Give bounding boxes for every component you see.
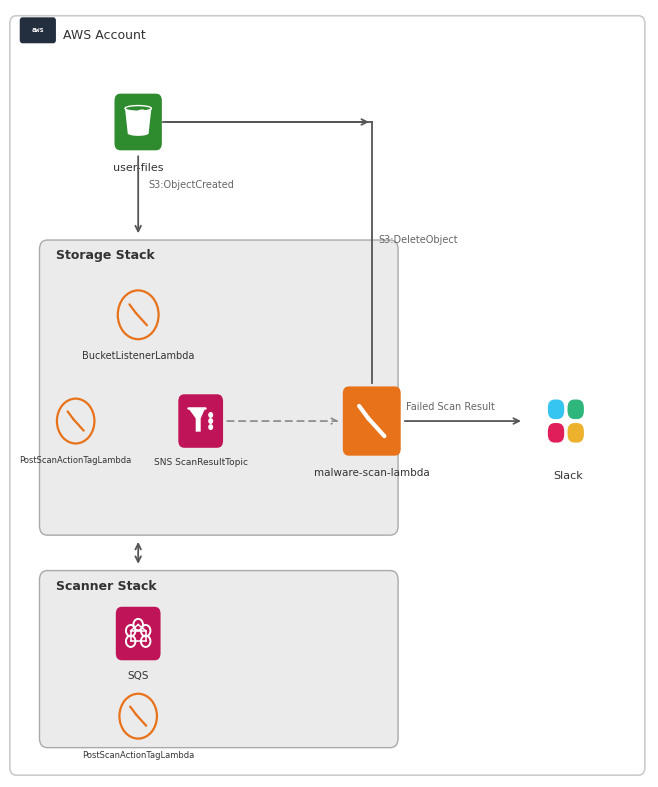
Ellipse shape	[128, 131, 149, 136]
Text: AWS Account: AWS Account	[63, 29, 145, 42]
FancyBboxPatch shape	[568, 400, 584, 419]
Text: Failed Scan Result: Failed Scan Result	[406, 402, 495, 412]
FancyBboxPatch shape	[114, 94, 162, 150]
FancyBboxPatch shape	[548, 423, 564, 442]
FancyBboxPatch shape	[10, 16, 645, 775]
FancyBboxPatch shape	[178, 394, 223, 448]
Circle shape	[208, 412, 213, 418]
Text: PostScanActionTagLambda: PostScanActionTagLambda	[82, 751, 194, 759]
Text: Storage Stack: Storage Stack	[56, 249, 155, 262]
Circle shape	[208, 424, 213, 430]
FancyBboxPatch shape	[39, 571, 398, 748]
Text: S3:ObjectCreated: S3:ObjectCreated	[148, 180, 234, 190]
Text: SNS ScanResultTopic: SNS ScanResultTopic	[154, 458, 247, 467]
FancyBboxPatch shape	[116, 607, 161, 660]
Text: Scanner Stack: Scanner Stack	[56, 580, 157, 593]
Polygon shape	[188, 408, 205, 431]
FancyBboxPatch shape	[548, 400, 564, 419]
Text: aws: aws	[32, 28, 44, 33]
Text: SQS: SQS	[128, 671, 149, 682]
Text: BucketListenerLambda: BucketListenerLambda	[82, 351, 194, 361]
Text: Slack: Slack	[553, 471, 583, 482]
FancyBboxPatch shape	[20, 17, 56, 43]
Text: user-files: user-files	[113, 163, 163, 173]
FancyBboxPatch shape	[343, 386, 401, 456]
Text: S3:DeleteObject: S3:DeleteObject	[378, 235, 458, 245]
Text: PostScanActionTagLambda: PostScanActionTagLambda	[20, 456, 132, 464]
FancyBboxPatch shape	[39, 240, 398, 535]
FancyBboxPatch shape	[568, 423, 584, 442]
Text: malware-scan-lambda: malware-scan-lambda	[314, 468, 430, 478]
Circle shape	[208, 418, 213, 424]
Polygon shape	[125, 109, 151, 133]
Ellipse shape	[125, 105, 151, 111]
